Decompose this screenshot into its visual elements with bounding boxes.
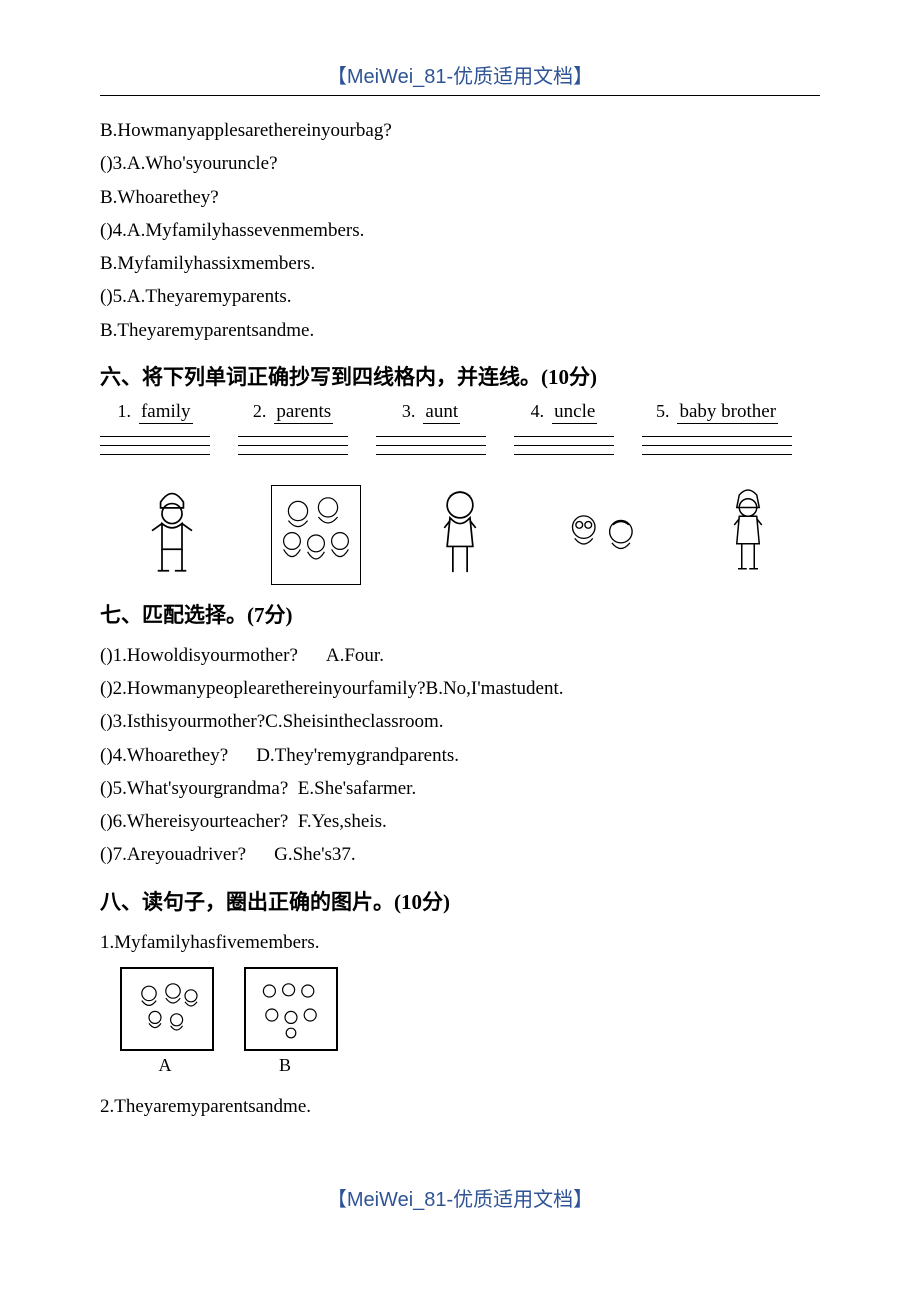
match-row: ()7.Areyouadriver? G.She's37. (100, 838, 820, 871)
body-line: B.Howmanyapplesarethereinyourbag? (100, 114, 820, 147)
match-q: ()7.Areyouadriver? (100, 844, 246, 865)
body-line: B.Whoarethey? (100, 181, 820, 214)
label-b: B (240, 1055, 330, 1076)
section-7-heading: 七、匹配选择。(7分) (100, 599, 820, 629)
item-number: 1. (117, 401, 131, 422)
match-q: ()3.Isthisyourmother? (100, 711, 265, 732)
q8-1-text: 1.Myfamilyhasfivemembers. (100, 926, 820, 959)
writing-item: 4. uncle (514, 401, 614, 455)
worker-picture (127, 485, 217, 585)
four-line-grid (100, 428, 210, 455)
match-a: C.Sheisintheclassroom. (265, 711, 443, 732)
q8-1-labels: A B (120, 1055, 820, 1076)
writing-item: 1. family (100, 401, 210, 455)
match-q: ()2.Howmanypeoplearethereinyourfamily? (100, 678, 426, 699)
q8-1-pic-b (244, 967, 338, 1051)
match-a: B.No,I'mastudent. (426, 678, 564, 699)
item-number: 5. (656, 401, 670, 422)
match-q: ()6.Whereisyourteacher? (100, 811, 288, 832)
grandparents-picture (559, 485, 649, 585)
q8-2-text: 2.Theyaremyparentsandme. (100, 1090, 820, 1123)
body-line: ()4.A.Myfamilyhassevenmembers. (100, 214, 820, 247)
four-line-grid (642, 428, 792, 455)
item-number: 4. (531, 401, 545, 422)
item-word: aunt (423, 401, 460, 424)
writing-item: 2. parents (238, 401, 348, 455)
pictures-row (100, 485, 820, 585)
item-number: 2. (253, 401, 267, 422)
section-8-heading: 八、读句子，圈出正确的图片。(10分) (100, 886, 820, 916)
woman-picture (703, 485, 793, 585)
body-line: B.Myfamilyhassixmembers. (100, 247, 820, 280)
body-lines-top: B.Howmanyapplesarethereinyourbag? ()3.A.… (100, 114, 820, 347)
match-q: ()1.Howoldisyourmother? (100, 645, 298, 666)
match-q: ()4.Whoarethey? (100, 745, 228, 766)
writing-words-row: 1. family 2. parents 3. aunt 4. uncle 5. baby… (100, 401, 820, 455)
item-word: parents (274, 401, 333, 424)
match-row: ()3.Isthisyourmother?C.Sheisintheclassro… (100, 705, 820, 738)
match-row: ()1.Howoldisyourmother? A.Four. (100, 639, 820, 672)
item-word: baby brother (677, 401, 778, 424)
match-row: ()5.What'syourgrandma? E.She'safarmer. (100, 772, 820, 805)
match-row: ()6.Whereisyourteacher? F.Yes,sheis. (100, 805, 820, 838)
four-line-grid (238, 428, 348, 455)
baby-picture (415, 485, 505, 585)
section-6-heading: 六、将下列单词正确抄写到四线格内，并连线。(10分) (100, 361, 820, 391)
page-footer: 【MeiWei_81-优质适用文档】 (100, 1183, 820, 1212)
match-a: E.She'safarmer. (298, 778, 416, 799)
match-rows: ()1.Howoldisyourmother? A.Four. ()2.Howma… (100, 639, 820, 872)
four-line-grid (376, 428, 486, 455)
label-a: A (120, 1055, 210, 1076)
match-q: ()5.What'syourgrandma? (100, 778, 288, 799)
body-line: ()3.A.Who'syouruncle? (100, 147, 820, 180)
item-word: family (139, 401, 193, 424)
match-row: ()4.Whoarethey? D.They'remygrandparents. (100, 739, 820, 772)
page: 【MeiWei_81-优质适用文档】 B.Howmanyapplesarethe… (0, 0, 920, 1252)
match-a: G.She's37. (274, 844, 356, 865)
family-group-picture (271, 485, 361, 585)
header-rule (100, 95, 820, 96)
q8-1-pictures (120, 967, 820, 1051)
writing-item: 5. baby brother (642, 401, 792, 455)
q8-1-pic-a (120, 967, 214, 1051)
match-row: ()2.Howmanypeoplearethereinyourfamily?B.… (100, 672, 820, 705)
item-number: 3. (402, 401, 416, 422)
four-line-grid (514, 428, 614, 455)
body-line: ()5.A.Theyaremyparents. (100, 280, 820, 313)
match-a: F.Yes,sheis. (298, 811, 387, 832)
match-a: D.They'remygrandparents. (256, 745, 459, 766)
item-word: uncle (552, 401, 597, 424)
body-line: B.Theyaremyparentsandme. (100, 314, 820, 347)
writing-item: 3. aunt (376, 401, 486, 455)
page-header: 【MeiWei_81-优质适用文档】 (100, 60, 820, 89)
match-a: A.Four. (326, 645, 384, 666)
